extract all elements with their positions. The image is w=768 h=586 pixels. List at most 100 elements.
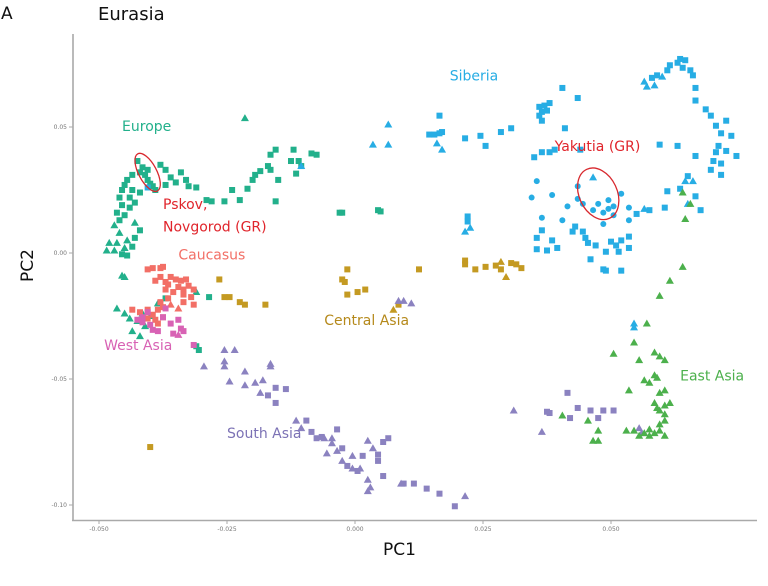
square-marker: [728, 132, 735, 139]
square-marker: [142, 171, 149, 178]
square-marker: [587, 256, 594, 263]
triangle-marker: [327, 434, 336, 442]
triangle-marker: [594, 436, 603, 444]
square-marker: [538, 108, 545, 115]
square-marker: [116, 217, 123, 224]
triangle-marker: [635, 431, 644, 439]
square-marker: [267, 166, 274, 173]
square-marker: [272, 384, 279, 391]
triangle-marker: [660, 431, 669, 439]
y-tick-label: -0.10: [51, 502, 67, 509]
square-marker: [180, 299, 187, 306]
y-tick-label: 0.00: [54, 250, 68, 257]
triangle-marker: [432, 139, 441, 147]
square-marker: [544, 107, 550, 114]
series-central-asia: [147, 257, 525, 451]
circle-marker: [610, 203, 617, 210]
square-marker: [126, 194, 133, 201]
triangle-marker: [384, 120, 393, 128]
square-marker: [339, 209, 346, 216]
square-marker: [472, 266, 479, 273]
square-marker: [170, 289, 177, 296]
square-marker: [154, 320, 161, 327]
triangle-marker: [640, 429, 649, 437]
square-marker: [625, 244, 632, 251]
x-tick-label: 0.050: [602, 526, 619, 533]
square-marker: [733, 152, 740, 159]
triangle-marker: [112, 304, 121, 312]
square-marker: [290, 146, 297, 153]
square-marker: [344, 266, 351, 273]
square-marker: [518, 265, 525, 272]
triangle-marker: [399, 296, 408, 304]
triangle-marker: [558, 411, 567, 419]
square-marker: [608, 238, 614, 245]
square-marker: [129, 243, 136, 250]
square-marker: [157, 299, 164, 306]
square-marker: [190, 286, 197, 293]
square-marker: [633, 210, 640, 217]
triangle-marker: [660, 410, 669, 418]
triangle-marker: [363, 475, 372, 483]
square-marker: [684, 173, 691, 180]
circle-marker: [600, 209, 607, 216]
triangle-marker: [640, 376, 649, 384]
square-marker: [546, 100, 553, 107]
x-tick-label: 0.025: [474, 526, 491, 533]
triangle-marker: [645, 378, 654, 386]
circle-marker: [528, 194, 535, 201]
triangle-marker: [240, 114, 249, 122]
square-marker: [584, 239, 591, 246]
square-marker: [462, 135, 469, 142]
y-tick-label: -0.05: [51, 376, 67, 383]
square-marker: [221, 198, 228, 205]
triangle-marker: [660, 416, 669, 424]
square-marker: [702, 106, 709, 113]
circle-marker: [600, 221, 607, 228]
triangle-marker: [655, 388, 664, 396]
triangle-marker: [407, 299, 416, 307]
square-marker: [464, 218, 471, 225]
square-marker: [249, 176, 256, 183]
square-marker: [131, 234, 138, 241]
circle-marker: [559, 217, 566, 224]
square-marker: [664, 67, 671, 74]
square-marker: [172, 179, 179, 186]
square-marker: [236, 299, 243, 306]
triangle-marker: [199, 362, 208, 370]
square-marker: [569, 228, 576, 235]
triangle-marker: [688, 177, 697, 185]
triangle-marker: [502, 272, 511, 280]
triangle-marker: [655, 426, 664, 434]
axes: [72, 34, 757, 522]
square-marker: [341, 278, 348, 285]
triangle-marker: [622, 426, 631, 434]
square-marker: [533, 234, 540, 241]
circle-marker: [538, 214, 545, 221]
square-marker: [113, 209, 120, 216]
square-marker: [126, 204, 133, 211]
square-marker: [723, 147, 730, 154]
series-east-asia: [558, 188, 695, 444]
square-marker: [165, 281, 172, 288]
triangle-marker: [102, 246, 111, 254]
square-marker: [715, 142, 722, 149]
square-marker: [119, 187, 126, 193]
group-label: South Asia: [227, 426, 301, 442]
square-marker: [380, 439, 387, 445]
group-label: Europe: [122, 119, 171, 135]
square-marker: [154, 306, 161, 313]
triangle-marker: [630, 338, 639, 346]
triangle-marker: [624, 386, 633, 394]
square-marker: [157, 273, 164, 280]
square-marker: [136, 189, 143, 196]
square-marker: [134, 316, 141, 323]
square-marker: [692, 97, 699, 104]
circle-marker: [618, 190, 625, 197]
triangle-marker: [681, 177, 690, 185]
highlight-ellipse: [134, 152, 161, 193]
square-marker: [152, 316, 159, 323]
triangle-marker: [258, 376, 267, 384]
triangle-marker: [130, 218, 139, 226]
x-tick-label: 0.000: [346, 526, 363, 533]
